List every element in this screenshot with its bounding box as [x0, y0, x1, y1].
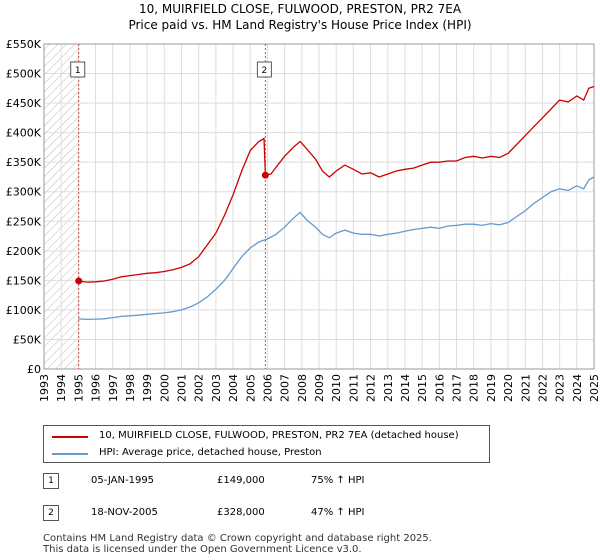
legend-item-hpi: HPI: Average price, detached house, Pres…	[44, 445, 489, 463]
price-chart: 10, MUIRFIELD CLOSE, FULWOOD, PRESTON, P…	[6, 2, 600, 402]
x-tick-label: 2020	[502, 374, 515, 402]
series-line	[78, 176, 595, 321]
footer-line-1: Contains HM Land Registry data © Crown c…	[43, 533, 432, 544]
x-tick-label: 2016	[433, 374, 446, 402]
transaction-row: 2 18-NOV-2005 £328,000 47% ↑ HPI	[43, 505, 563, 525]
x-tick-label: 2023	[554, 374, 567, 402]
x-tick-label: 2008	[296, 374, 309, 402]
transaction-price: £149,000	[217, 475, 265, 486]
transaction-price: £328,000	[217, 507, 265, 518]
y-tick-label: £150K	[6, 274, 42, 287]
transaction-date: 05-JAN-1995	[91, 475, 155, 486]
y-tick-label: £550K	[6, 38, 42, 51]
series-lines	[78, 85, 595, 321]
x-axis-labels: 1993 1994 1995 1996 1997 1998 1999 2000 2001 2002…	[38, 374, 600, 402]
x-tick-label: 2015	[416, 374, 429, 402]
y-tick-label: £500K	[6, 68, 42, 81]
transaction-row: 1 05-JAN-1995 £149,000 75% ↑ HPI	[43, 473, 563, 493]
y-tick-label: £450K	[6, 97, 42, 110]
x-tick-label: 2025	[588, 374, 600, 402]
x-tick-label: 2017	[451, 374, 464, 402]
transaction-number: 2	[43, 505, 59, 521]
series-line	[78, 85, 595, 283]
x-tick-label: 1996	[90, 374, 103, 402]
sale-point	[75, 277, 83, 285]
transaction-hpi: 47% ↑ HPI	[311, 507, 365, 518]
x-tick-label: 2024	[571, 374, 584, 402]
legend: 10, MUIRFIELD CLOSE, FULWOOD, PRESTON, P…	[43, 425, 490, 463]
x-tick-label: 2014	[399, 374, 412, 402]
legend-label-property: 10, MUIRFIELD CLOSE, FULWOOD, PRESTON, P…	[99, 430, 459, 441]
x-tick-label: 2010	[330, 374, 343, 402]
x-tick-label: 2021	[519, 374, 532, 402]
marker-lines	[78, 44, 266, 369]
x-tick-label: 2002	[193, 374, 206, 402]
marker-label: 2	[262, 66, 268, 76]
x-tick-label: 2007	[279, 374, 292, 402]
x-tick-label: 2000	[158, 374, 171, 402]
x-tick-label: 1999	[141, 374, 154, 402]
y-tick-label: £100K	[6, 304, 42, 317]
x-tick-label: 1995	[72, 374, 85, 402]
footer-line-2: This data is licensed under the Open Gov…	[43, 544, 362, 555]
marker-points	[75, 171, 269, 285]
x-tick-label: 2022	[536, 374, 549, 402]
y-axis-labels: £0 £50K £100K £150K £200K £250K £300K £350K £400…	[6, 38, 42, 376]
x-tick-label: 1994	[55, 374, 68, 402]
y-tick-label: £350K	[6, 156, 42, 169]
x-tick-label: 2006	[261, 374, 274, 402]
y-tick-label: £50K	[13, 333, 42, 346]
chart-title: 10, MUIRFIELD CLOSE, FULWOOD, PRESTON, P…	[139, 2, 462, 16]
x-tick-label: 2018	[468, 374, 481, 402]
x-tick-label: 2001	[176, 374, 189, 402]
marker-label: 1	[75, 66, 81, 76]
legend-label-hpi: HPI: Average price, detached house, Pres…	[99, 447, 322, 458]
x-tick-label: 2013	[382, 374, 395, 402]
marker-box	[70, 61, 86, 78]
y-tick-label: £300K	[6, 186, 42, 199]
x-tick-label: 2005	[244, 374, 257, 402]
grid	[43, 43, 595, 370]
transaction-date: 18-NOV-2005	[91, 507, 158, 518]
legend-line-hpi	[52, 453, 88, 455]
x-tick-label: 2012	[365, 374, 378, 402]
x-tick-label: 1998	[124, 374, 137, 402]
chart-subtitle: Price paid vs. HM Land Registry's House …	[128, 18, 471, 32]
sale-point	[261, 171, 269, 179]
marker-box	[256, 61, 272, 78]
x-tick-label: 1997	[107, 374, 120, 402]
plot-frame	[43, 43, 595, 370]
x-tick-label: 2003	[210, 374, 223, 402]
transaction-number: 1	[43, 473, 59, 489]
y-tick-label: £0	[27, 363, 41, 376]
x-tick-label: 2009	[313, 374, 326, 402]
y-tick-label: £250K	[6, 215, 42, 228]
x-tick-label: 2011	[347, 374, 360, 402]
transaction-hpi: 75% ↑ HPI	[311, 475, 365, 486]
legend-line-property	[52, 436, 88, 438]
y-tick-label: £400K	[6, 127, 42, 140]
x-tick-label: 2019	[485, 374, 498, 402]
legend-item-property: 10, MUIRFIELD CLOSE, FULWOOD, PRESTON, P…	[44, 428, 489, 446]
y-tick-label: £200K	[6, 245, 42, 258]
x-tick-label: 1993	[38, 374, 51, 402]
footer: Contains HM Land Registry data © Crown c…	[43, 533, 432, 555]
x-tick-label: 2004	[227, 374, 240, 402]
